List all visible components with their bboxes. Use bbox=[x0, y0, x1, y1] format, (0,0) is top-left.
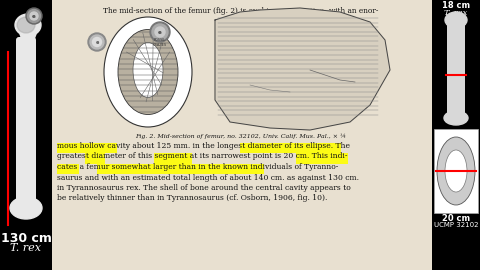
Bar bbox=[432, 0, 480, 270]
Circle shape bbox=[93, 38, 101, 46]
Circle shape bbox=[152, 24, 168, 40]
Circle shape bbox=[26, 8, 42, 24]
Text: e: e bbox=[96, 39, 99, 45]
Text: UCMP 32102: UCMP 32102 bbox=[434, 222, 478, 228]
Polygon shape bbox=[215, 8, 390, 130]
Text: FOSSIL
CRAZES: FOSSIL CRAZES bbox=[153, 38, 167, 47]
Bar bbox=[296, 153, 348, 164]
Text: Fig. 2. Mid-section of femur, no. 32102, Univ. Calif. Mus. Pal., × ¼: Fig. 2. Mid-section of femur, no. 32102,… bbox=[135, 134, 347, 139]
Text: in Tyrannosaurus rex. The shell of bone around the central cavity appears to: in Tyrannosaurus rex. The shell of bone … bbox=[57, 184, 351, 192]
Text: The mid-section of the femur (fig. 2) is oval in cross-section, with an enor-: The mid-section of the femur (fig. 2) is… bbox=[103, 7, 379, 15]
Text: 130 cm: 130 cm bbox=[0, 232, 51, 245]
Circle shape bbox=[88, 33, 106, 51]
Text: e: e bbox=[32, 14, 36, 19]
Circle shape bbox=[155, 27, 165, 37]
Circle shape bbox=[27, 9, 40, 22]
Ellipse shape bbox=[10, 197, 42, 219]
Text: T. rex: T. rex bbox=[444, 9, 468, 17]
Ellipse shape bbox=[15, 14, 41, 36]
Ellipse shape bbox=[118, 29, 178, 114]
Ellipse shape bbox=[104, 17, 192, 127]
Ellipse shape bbox=[437, 137, 475, 205]
Text: greatest diameter of this segment at its narrowest point is 20 cm. This indi-: greatest diameter of this segment at its… bbox=[57, 153, 348, 160]
Ellipse shape bbox=[445, 12, 467, 28]
Ellipse shape bbox=[133, 42, 163, 97]
Bar bbox=[85, 153, 105, 164]
Ellipse shape bbox=[445, 150, 467, 192]
Bar bbox=[57, 164, 79, 174]
Polygon shape bbox=[20, 34, 36, 42]
FancyBboxPatch shape bbox=[447, 23, 465, 117]
Bar bbox=[57, 143, 117, 153]
Circle shape bbox=[90, 35, 104, 49]
Text: be relatively thinner than in Tyrannosaurus (cf. Osborn, 1906, fig. 10).: be relatively thinner than in Tyrannosau… bbox=[57, 194, 327, 202]
Bar bbox=[434, 129, 478, 213]
Text: e: e bbox=[158, 29, 162, 35]
Text: 20 cm: 20 cm bbox=[442, 214, 470, 223]
Text: mous hollow cavity about 125 mm. in the longest diameter of its ellipse. The: mous hollow cavity about 125 mm. in the … bbox=[57, 142, 350, 150]
Bar bbox=[254, 143, 341, 153]
Bar bbox=[52, 0, 432, 270]
Ellipse shape bbox=[444, 111, 468, 125]
Text: cates a femur somewhat larger than in the known individuals of Tyranno-: cates a femur somewhat larger than in th… bbox=[57, 163, 338, 171]
Text: 18 cm: 18 cm bbox=[442, 1, 470, 10]
Bar bbox=[154, 153, 192, 164]
Text: T. rex: T. rex bbox=[11, 243, 41, 253]
Bar bbox=[97, 164, 264, 174]
Bar bbox=[0, 0, 52, 270]
Text: saurus and with an estimated total length of about 140 cm. as against 130 cm.: saurus and with an estimated total lengt… bbox=[57, 174, 359, 181]
FancyBboxPatch shape bbox=[16, 37, 36, 208]
Ellipse shape bbox=[17, 17, 35, 33]
Bar bbox=[240, 143, 254, 153]
Circle shape bbox=[30, 12, 38, 20]
Circle shape bbox=[150, 22, 170, 42]
